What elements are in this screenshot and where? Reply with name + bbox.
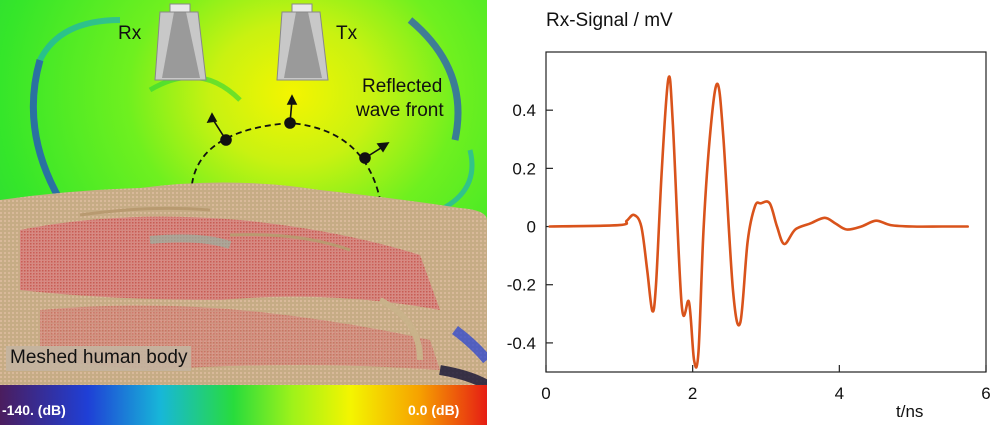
field-null-band	[37, 17, 121, 62]
series-line-rx-signal	[548, 75, 969, 369]
tx-label: Tx	[336, 23, 358, 44]
annotation-wave-front: wave front	[356, 100, 444, 121]
simulation-panel: Rx Tx Reflected wave front Meshed human …	[0, 0, 487, 425]
y-tick-label: 0	[527, 218, 536, 237]
rx-antenna-icon	[154, 3, 207, 81]
x-tick-label: 6	[981, 384, 990, 403]
colorbar-max-label: 0.0 (dB)	[408, 402, 460, 418]
y-tick-label: -0.2	[507, 276, 536, 295]
wave-front-points	[206, 94, 390, 164]
annotation-reflected: Reflected	[362, 76, 443, 97]
x-tick-label: 0	[541, 384, 550, 403]
x-tick-label: 4	[835, 384, 844, 403]
y-tick-label: 0.2	[512, 159, 536, 178]
rx-label: Rx	[118, 23, 142, 44]
body-label: Meshed human body	[6, 346, 192, 371]
plot-frame	[545, 51, 987, 373]
y-tick-label: -0.4	[507, 334, 536, 353]
field-visualization	[0, 0, 487, 425]
colorbar	[0, 385, 487, 425]
field-null-band	[407, 17, 462, 141]
x-axis-label: t/ns	[896, 402, 923, 421]
tx-antenna-icon	[276, 3, 329, 81]
rx-signal-chart: Rx-Signal / mV 0.4 0.2 0 -0.2 -0.4 0 2 4 6 t/ns	[507, 10, 991, 421]
colorbar-min-label: -140. (dB)	[2, 402, 66, 418]
field-null-band	[29, 59, 64, 202]
x-tick-label: 2	[688, 384, 697, 403]
x-axis: 0 2 4 6	[541, 365, 991, 403]
meshed-human-body	[0, 182, 487, 390]
y-axis: 0.4 0.2 0 -0.2 -0.4	[507, 101, 553, 353]
y-tick-label: 0.4	[512, 101, 536, 120]
chart-title: Rx-Signal / mV	[546, 10, 673, 31]
